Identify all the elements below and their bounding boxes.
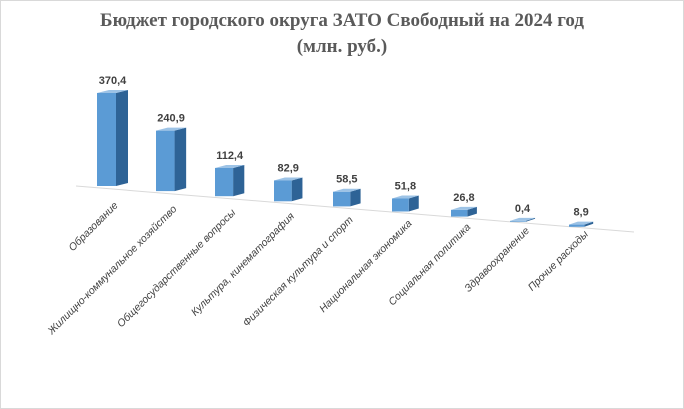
category-label: Общегосударственные вопросы xyxy=(115,207,238,330)
bar-top-face xyxy=(333,188,361,192)
data-label: 8,9 xyxy=(573,207,588,219)
bar-side-face xyxy=(291,177,303,202)
bar-front-face xyxy=(274,180,292,202)
bar-side-face xyxy=(116,90,128,186)
bar-top-face xyxy=(569,221,594,225)
chart-title-line-1: Бюджет городского округа ЗАТО Свободный … xyxy=(100,10,584,31)
data-label: 58,5 xyxy=(336,174,357,186)
category-label: Образование xyxy=(66,200,120,254)
bar xyxy=(392,195,419,212)
bar-top-face xyxy=(510,217,536,221)
bar-side-face xyxy=(233,164,245,197)
bar xyxy=(156,127,187,192)
bar-front-face xyxy=(510,220,526,222)
bar-front-face xyxy=(215,167,234,197)
floor-edge xyxy=(75,185,635,233)
data-label: 26,8 xyxy=(453,192,474,204)
bar-top-face xyxy=(215,164,245,168)
bar-side-face xyxy=(467,206,477,217)
data-label: 82,9 xyxy=(278,162,299,174)
bar-front-face xyxy=(333,191,351,207)
data-label: 51,8 xyxy=(395,180,416,192)
chart-title: Бюджет городского округа ЗАТО Свободный … xyxy=(0,8,684,60)
bar xyxy=(510,217,536,222)
bar-side-face xyxy=(584,221,594,227)
data-label: 112,4 xyxy=(216,150,244,162)
bar xyxy=(451,206,477,217)
category-label: Физическая культура и спорт xyxy=(241,214,356,329)
bar xyxy=(97,90,128,186)
data-label: 0,4 xyxy=(515,203,531,215)
bar-front-face xyxy=(97,93,116,186)
chart-title-line-2: (млн. руб.) xyxy=(296,36,388,57)
bar-front-face xyxy=(451,209,468,217)
category-label: Здравоохранение xyxy=(462,225,532,295)
bar-side-face xyxy=(408,195,419,212)
bar-side-face xyxy=(525,217,536,222)
bar-top-face xyxy=(274,177,303,181)
category-label: Прочие расходы xyxy=(526,228,591,293)
category-label: Культура, кинематография xyxy=(189,210,297,318)
bar-top-face xyxy=(392,195,419,199)
bar-side-face xyxy=(174,127,187,192)
bar-top-face xyxy=(156,127,187,131)
bar-front-face xyxy=(569,224,585,227)
bar-top-face xyxy=(97,90,128,93)
bar-top-face xyxy=(451,206,477,210)
bar xyxy=(333,188,361,207)
data-label: 240,9 xyxy=(157,113,185,125)
bar xyxy=(569,221,594,227)
bar-front-face xyxy=(156,130,175,192)
bar-front-face xyxy=(392,198,409,212)
bar-side-face xyxy=(350,188,361,207)
bar xyxy=(274,177,303,202)
bar xyxy=(215,164,245,197)
data-label: 370,4 xyxy=(99,75,127,87)
category-label: Жилищно-коммунальное хозяйство xyxy=(45,203,180,338)
